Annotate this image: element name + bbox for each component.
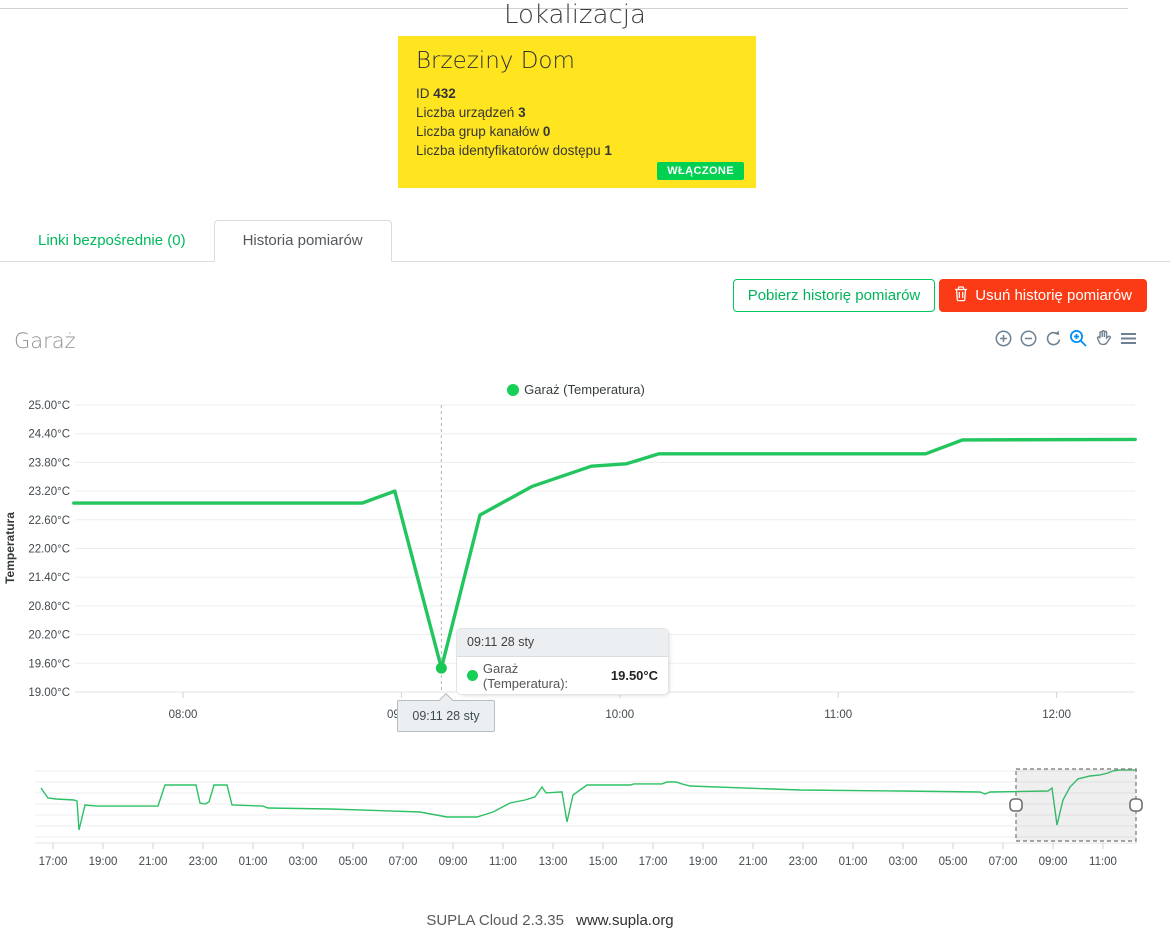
navigator-series-line — [40, 769, 1137, 831]
navigator-chart[interactable]: 17:00 19:00 21:00 23:00 01:00 03:00 05:00 07:00… — [0, 755, 1170, 875]
svg-text:22.60°C: 22.60°C — [28, 515, 70, 527]
status-badge: WŁĄCZONE — [657, 162, 744, 180]
svg-text:23.20°C: 23.20°C — [28, 486, 70, 498]
download-history-button[interactable]: Pobierz historię pomiarów — [732, 279, 936, 312]
access-id-count-label: Liczba identyfikatorów dostępu — [416, 143, 601, 158]
svg-text:11:00: 11:00 — [1089, 856, 1117, 868]
svg-text:19:00: 19:00 — [689, 856, 718, 868]
tab-direct-links[interactable]: Linki bezpośrednie (0) — [38, 232, 186, 249]
svg-text:Temperatura: Temperatura — [3, 512, 17, 584]
device-count-line: Liczba urządzeń 3 — [416, 103, 738, 122]
chart-legend[interactable]: Garaż (Temperatura) — [0, 382, 1152, 397]
svg-text:19.60°C: 19.60°C — [28, 658, 70, 670]
zoom-in-icon[interactable] — [994, 329, 1013, 348]
download-history-label: Pobierz historię pomiarów — [747, 287, 921, 304]
svg-text:09:00: 09:00 — [439, 856, 468, 868]
page-title: Lokalizacja — [504, 0, 646, 30]
tab-bar: Linki bezpośrednie (0) Historia pomiarów — [0, 220, 1170, 262]
svg-text:10:00: 10:00 — [605, 709, 634, 721]
svg-text:20.80°C: 20.80°C — [28, 601, 70, 613]
svg-text:17:00: 17:00 — [639, 856, 668, 868]
channel-heading: Garaż — [14, 329, 76, 353]
xaxis-tooltip: 09:11 28 sty — [397, 700, 495, 732]
channel-group-count-line: Liczba grup kanałów 0 — [416, 122, 738, 141]
tab-measurement-history[interactable]: Historia pomiarów — [213, 220, 392, 262]
pan-icon[interactable] — [1094, 329, 1113, 348]
tooltip-series-label: Garaż (Temperatura): — [482, 660, 569, 691]
delete-history-label: Usuń historię pomiarów — [975, 287, 1132, 304]
location-id-line: ID 432 — [416, 84, 738, 103]
zoom-out-icon[interactable] — [1019, 329, 1038, 348]
legend-marker-icon — [507, 384, 520, 396]
device-count-value: 3 — [518, 105, 526, 120]
svg-text:24.40°C: 24.40°C — [28, 429, 70, 441]
device-count-label: Liczba urządzeń — [416, 105, 515, 120]
svg-text:08:00: 08:00 — [169, 709, 198, 721]
footer-link[interactable]: www.supla.org — [576, 912, 674, 929]
location-name: Brzeziny Dom — [416, 48, 575, 74]
svg-text:12:00: 12:00 — [1042, 709, 1071, 721]
svg-text:01:00: 01:00 — [239, 856, 268, 868]
tooltip-series-marker-icon — [467, 670, 478, 681]
top-divider — [0, 8, 1128, 9]
svg-text:11:00: 11:00 — [489, 856, 517, 868]
svg-text:23:00: 23:00 — [789, 856, 818, 868]
svg-text:05:00: 05:00 — [939, 856, 968, 868]
svg-text:21.40°C: 21.40°C — [28, 572, 70, 584]
legend-label: Garaż (Temperatura) — [524, 382, 645, 397]
chart-tooltip: 09:11 28 sty Garaż (Temperatura): 19.50°… — [456, 628, 669, 695]
channel-group-count-label: Liczba grup kanałów — [416, 124, 540, 139]
svg-text:03:00: 03:00 — [889, 856, 918, 868]
main-chart[interactable]: 25.00°C 24.40°C 23.80°C 23.20°C 22.60°C 22.00… — [0, 370, 1170, 745]
location-card[interactable]: Brzeziny Dom ID 432 Liczba urządzeń 3 Li… — [398, 36, 756, 188]
chart-toolbar — [994, 329, 1138, 348]
tooltip-body: Garaż (Temperatura): 19.50°C — [457, 657, 668, 694]
svg-text:23:00: 23:00 — [189, 856, 218, 868]
brush-handle-right[interactable] — [1129, 798, 1143, 812]
svg-text:19:00: 19:00 — [89, 856, 118, 868]
svg-text:11:00: 11:00 — [824, 709, 852, 721]
svg-text:13:00: 13:00 — [539, 856, 568, 868]
delete-history-button[interactable]: Usuń historię pomiarów — [939, 279, 1147, 312]
channel-group-count-value: 0 — [542, 124, 551, 139]
svg-text:21:00: 21:00 — [739, 856, 768, 868]
svg-text:21:00: 21:00 — [139, 856, 168, 868]
tooltip-timestamp: 09:11 28 sty — [457, 629, 668, 657]
svg-text:03:00: 03:00 — [289, 856, 318, 868]
access-id-count-line: Liczba identyfikatorów dostępu 1 — [416, 141, 738, 160]
location-id-value: 432 — [433, 86, 456, 101]
svg-text:17:00: 17:00 — [39, 856, 68, 868]
reset-zoom-icon[interactable] — [1044, 329, 1063, 348]
brush-selection[interactable] — [1015, 768, 1137, 842]
svg-text:22.00°C: 22.00°C — [28, 543, 70, 555]
svg-text:07:00: 07:00 — [989, 856, 1018, 868]
svg-text:01:00: 01:00 — [839, 856, 868, 868]
trash-icon — [954, 285, 968, 306]
history-actions: Pobierz historię pomiarów Usuń historię … — [732, 279, 1147, 312]
access-id-count-value: 1 — [604, 143, 612, 158]
menu-icon[interactable] — [1119, 329, 1138, 348]
selection-zoom-icon[interactable] — [1069, 329, 1088, 348]
svg-text:09:00: 09:00 — [1039, 856, 1068, 868]
svg-text:19.00°C: 19.00°C — [28, 687, 70, 699]
svg-text:23.80°C: 23.80°C — [28, 457, 70, 469]
svg-text:07:00: 07:00 — [389, 856, 418, 868]
location-id-label: ID — [416, 86, 430, 101]
tooltip-value: 19.50°C — [610, 668, 658, 683]
footer: SUPLA Cloud 2.3.35 www.supla.org — [0, 912, 1100, 929]
highlight-marker[interactable] — [435, 662, 447, 674]
brush-handle-left[interactable] — [1009, 798, 1023, 812]
svg-text:20.20°C: 20.20°C — [28, 630, 70, 642]
svg-text:05:00: 05:00 — [339, 856, 368, 868]
footer-version: SUPLA Cloud 2.3.35 — [426, 912, 564, 929]
svg-text:15:00: 15:00 — [589, 856, 618, 868]
temperature-series-line — [72, 437, 1137, 670]
svg-text:25.00°C: 25.00°C — [28, 400, 70, 412]
